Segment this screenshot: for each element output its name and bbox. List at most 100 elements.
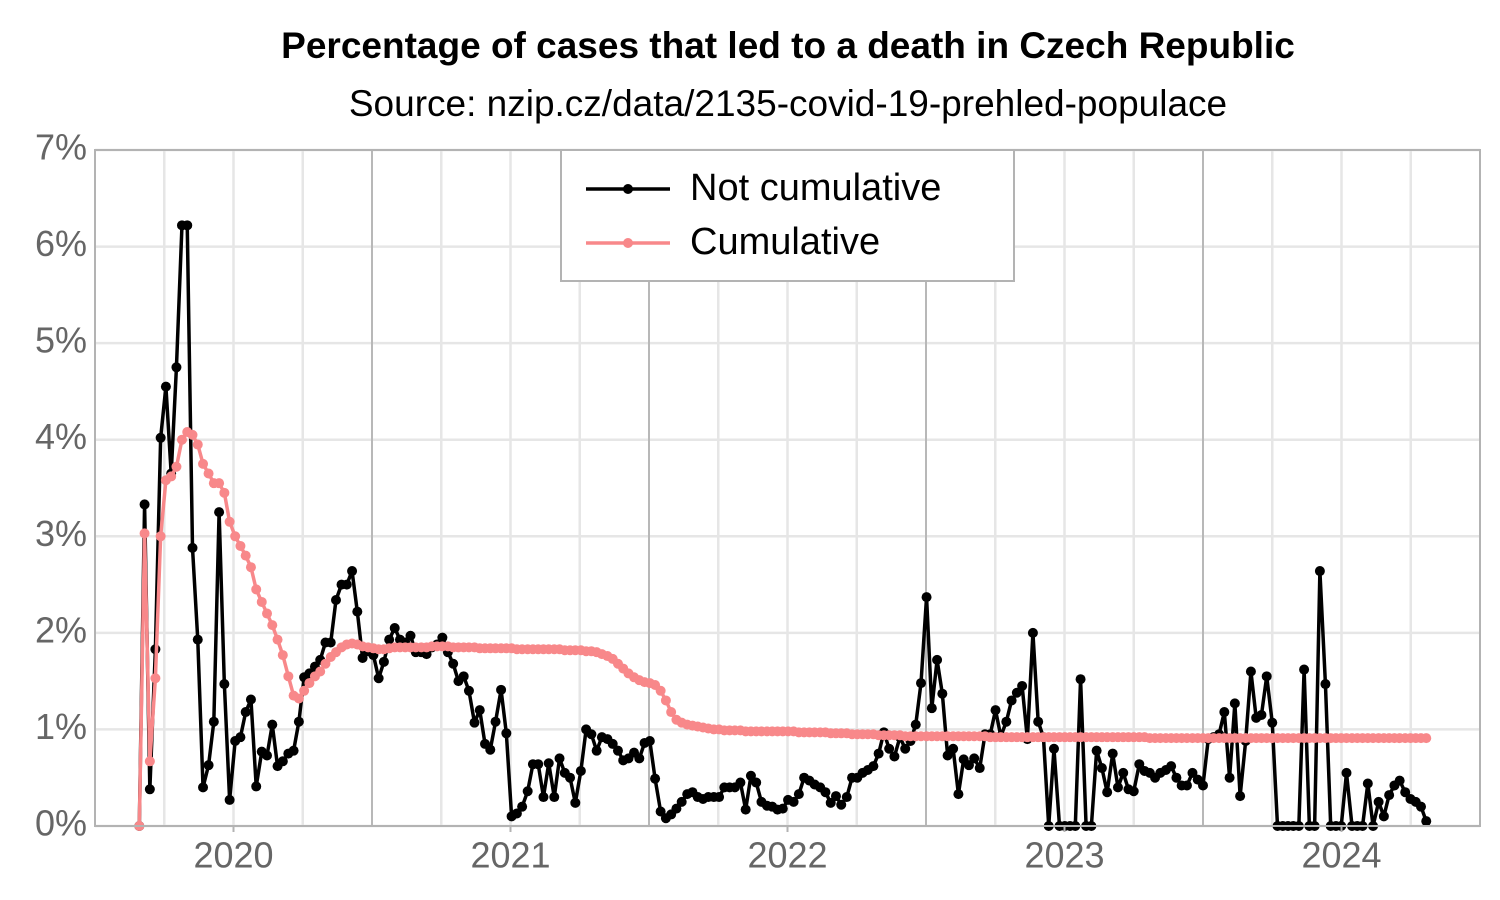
data-point xyxy=(910,719,921,730)
chart-title: Percentage of cases that led to a death … xyxy=(281,25,1295,66)
data-point xyxy=(405,630,416,641)
data-point xyxy=(357,652,368,663)
data-point xyxy=(192,634,203,645)
data-point xyxy=(740,804,751,815)
data-point xyxy=(788,796,799,807)
data-point xyxy=(1107,748,1118,759)
data-point xyxy=(1256,709,1267,720)
data-point xyxy=(171,362,182,373)
data-point xyxy=(496,684,507,695)
data-point xyxy=(591,745,602,756)
data-point xyxy=(230,531,241,542)
data-point xyxy=(1235,791,1246,802)
data-point xyxy=(219,679,230,690)
data-point xyxy=(932,654,943,665)
data-point xyxy=(187,542,198,553)
x-tick-label: 2023 xyxy=(1024,835,1104,876)
data-point xyxy=(1362,778,1373,789)
data-point xyxy=(1134,759,1145,770)
data-point xyxy=(198,782,209,793)
data-point xyxy=(1128,786,1139,797)
data-point xyxy=(267,719,278,730)
data-point xyxy=(1229,698,1240,709)
data-point xyxy=(660,695,671,706)
data-point xyxy=(517,801,528,812)
data-point xyxy=(240,707,251,718)
data-point xyxy=(1091,745,1102,756)
data-point xyxy=(714,792,725,803)
data-point xyxy=(272,634,283,645)
data-point xyxy=(187,429,198,440)
data-point xyxy=(825,797,836,808)
data-point xyxy=(240,550,251,561)
data-point xyxy=(644,736,655,747)
data-point xyxy=(166,471,177,482)
data-point xyxy=(251,781,262,792)
data-point xyxy=(533,759,544,770)
y-tick-label: 7% xyxy=(35,127,87,168)
data-point xyxy=(1261,671,1272,682)
data-point xyxy=(262,750,273,761)
legend-label: Cumulative xyxy=(690,221,880,263)
data-point xyxy=(1075,674,1086,685)
data-point xyxy=(1096,763,1107,774)
data-point xyxy=(570,797,581,808)
data-point xyxy=(522,786,533,797)
data-point xyxy=(1181,780,1192,791)
data-point xyxy=(320,658,331,669)
data-point xyxy=(889,751,900,762)
data-point xyxy=(448,658,459,669)
data-point xyxy=(1224,772,1235,783)
data-point xyxy=(511,808,522,819)
data-point xyxy=(330,595,341,606)
data-point xyxy=(203,468,214,479)
data-point xyxy=(352,606,363,617)
data-point xyxy=(666,707,677,718)
legend-swatch-point xyxy=(623,184,633,194)
y-tick-label: 6% xyxy=(35,223,87,264)
data-point xyxy=(490,716,501,727)
plot-marks xyxy=(134,220,1432,831)
data-point xyxy=(1320,679,1331,690)
data-point xyxy=(245,694,256,705)
data-point xyxy=(485,744,496,755)
data-point xyxy=(224,516,235,527)
data-point xyxy=(214,478,225,489)
data-point xyxy=(565,772,576,783)
data-point xyxy=(1166,761,1177,772)
data-point xyxy=(463,685,474,696)
data-point xyxy=(650,773,661,784)
data-point xyxy=(251,584,262,595)
y-tick-label: 3% xyxy=(35,513,87,554)
y-tick-label: 0% xyxy=(35,803,87,844)
data-point xyxy=(634,753,645,764)
data-point xyxy=(1171,772,1182,783)
y-tick-label: 4% xyxy=(35,416,87,457)
data-point xyxy=(926,703,937,714)
data-point xyxy=(1394,775,1405,786)
data-point xyxy=(1378,811,1389,822)
data-point xyxy=(176,434,187,445)
data-point xyxy=(751,777,762,788)
data-point xyxy=(219,487,230,498)
data-point xyxy=(378,656,389,667)
data-point xyxy=(953,789,964,800)
y-tick-label: 1% xyxy=(35,706,87,747)
data-point xyxy=(304,678,315,689)
data-point xyxy=(139,528,150,539)
x-tick-label: 2024 xyxy=(1301,835,1381,876)
data-point xyxy=(990,705,1001,716)
data-point xyxy=(139,499,150,510)
data-point xyxy=(671,803,682,814)
data-point xyxy=(655,806,666,817)
data-point xyxy=(836,799,847,810)
y-tick-label: 2% xyxy=(35,609,87,650)
data-point xyxy=(277,756,288,767)
data-point xyxy=(144,784,155,795)
data-point xyxy=(873,748,884,759)
data-point xyxy=(1415,801,1426,812)
data-point xyxy=(245,562,256,573)
chart-subtitle: Source: nzip.cz/data/2135-covid-19-prehl… xyxy=(349,83,1227,124)
data-point xyxy=(937,688,948,699)
